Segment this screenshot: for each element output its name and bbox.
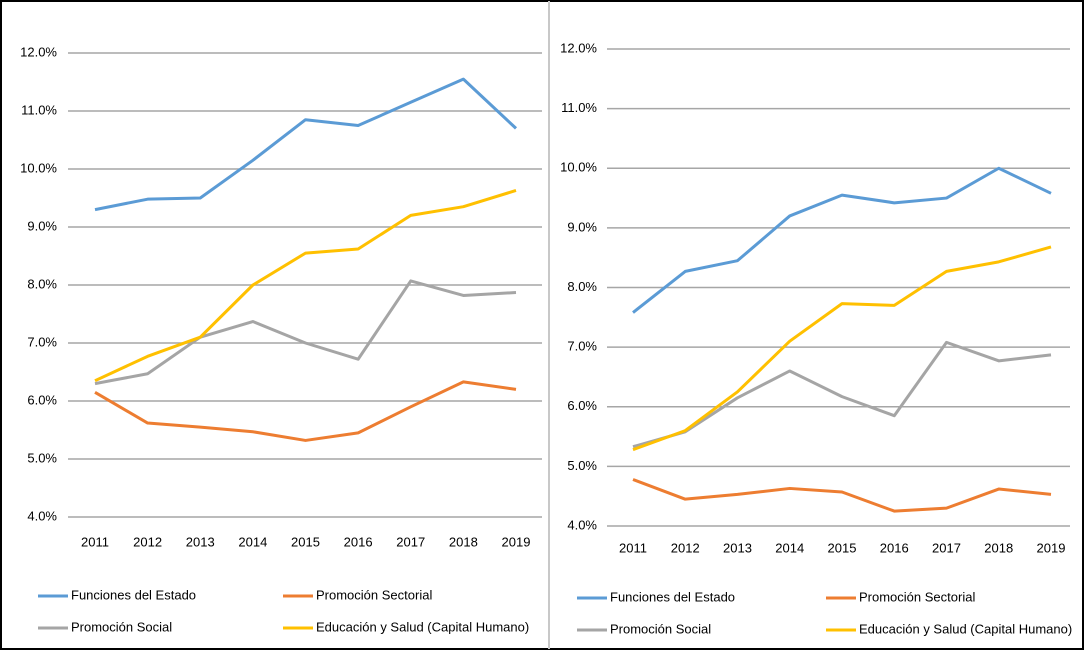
legend-label: Educación y Salud (Capital Humano) xyxy=(859,621,1072,636)
series-line xyxy=(632,340,1052,449)
y-tick-label: 6.0% xyxy=(27,392,57,407)
x-tick-label: 2011 xyxy=(619,540,647,555)
y-tick-label: 4.0% xyxy=(567,517,597,532)
x-tick-label: 2018 xyxy=(984,540,1013,555)
y-tick-label: 5.0% xyxy=(567,458,597,473)
series-line xyxy=(94,279,517,386)
legend-label: Promoción Social xyxy=(610,621,711,636)
y-tick-label: 10.0% xyxy=(20,160,57,175)
y-tick-label: 6.0% xyxy=(567,398,597,413)
legend-label: Educación y Salud (Capital Humano) xyxy=(316,619,529,634)
series-line xyxy=(94,189,517,383)
y-tick-label: 9.0% xyxy=(27,218,57,233)
series-line xyxy=(632,245,1052,452)
y-tick-label: 7.0% xyxy=(27,334,57,349)
series-line xyxy=(632,166,1052,314)
x-tick-label: 2013 xyxy=(723,540,752,555)
x-tick-label: 2017 xyxy=(932,540,961,555)
x-tick-label: 2019 xyxy=(502,534,531,549)
y-tick-label: 12.0% xyxy=(560,40,597,55)
y-tick-label: 10.0% xyxy=(560,160,597,175)
y-tick-label: 9.0% xyxy=(567,219,597,234)
legend-label: Promoción Sectorial xyxy=(316,587,432,602)
legend-label: Funciones del Estado xyxy=(610,589,735,604)
y-tick-label: 8.0% xyxy=(567,279,597,294)
series-line xyxy=(94,380,517,442)
y-tick-label: 4.0% xyxy=(27,508,57,523)
y-tick-label: 5.0% xyxy=(27,450,57,465)
x-tick-label: 2011 xyxy=(81,534,109,549)
x-tick-label: 2019 xyxy=(1037,540,1066,555)
x-tick-label: 2018 xyxy=(449,534,478,549)
legend-label: Funciones del Estado xyxy=(71,587,196,602)
x-tick-label: 2014 xyxy=(238,534,267,549)
x-tick-label: 2016 xyxy=(344,534,373,549)
legend-label: Promoción Sectorial xyxy=(859,589,975,604)
x-tick-label: 2012 xyxy=(671,540,700,555)
series-line xyxy=(632,478,1052,513)
y-tick-label: 12.0% xyxy=(20,44,57,59)
x-tick-label: 2017 xyxy=(396,534,425,549)
y-tick-label: 7.0% xyxy=(567,339,597,354)
y-tick-label: 8.0% xyxy=(27,276,57,291)
x-tick-label: 2015 xyxy=(291,534,320,549)
x-tick-label: 2016 xyxy=(880,540,909,555)
legend-label: Promoción Social xyxy=(71,619,172,634)
y-tick-label: 11.0% xyxy=(561,100,597,115)
y-tick-label: 11.0% xyxy=(21,102,57,117)
x-tick-label: 2015 xyxy=(828,540,857,555)
x-tick-label: 2013 xyxy=(186,534,215,549)
x-tick-label: 2012 xyxy=(133,534,162,549)
x-tick-label: 2014 xyxy=(775,540,804,555)
series-line xyxy=(94,77,518,212)
